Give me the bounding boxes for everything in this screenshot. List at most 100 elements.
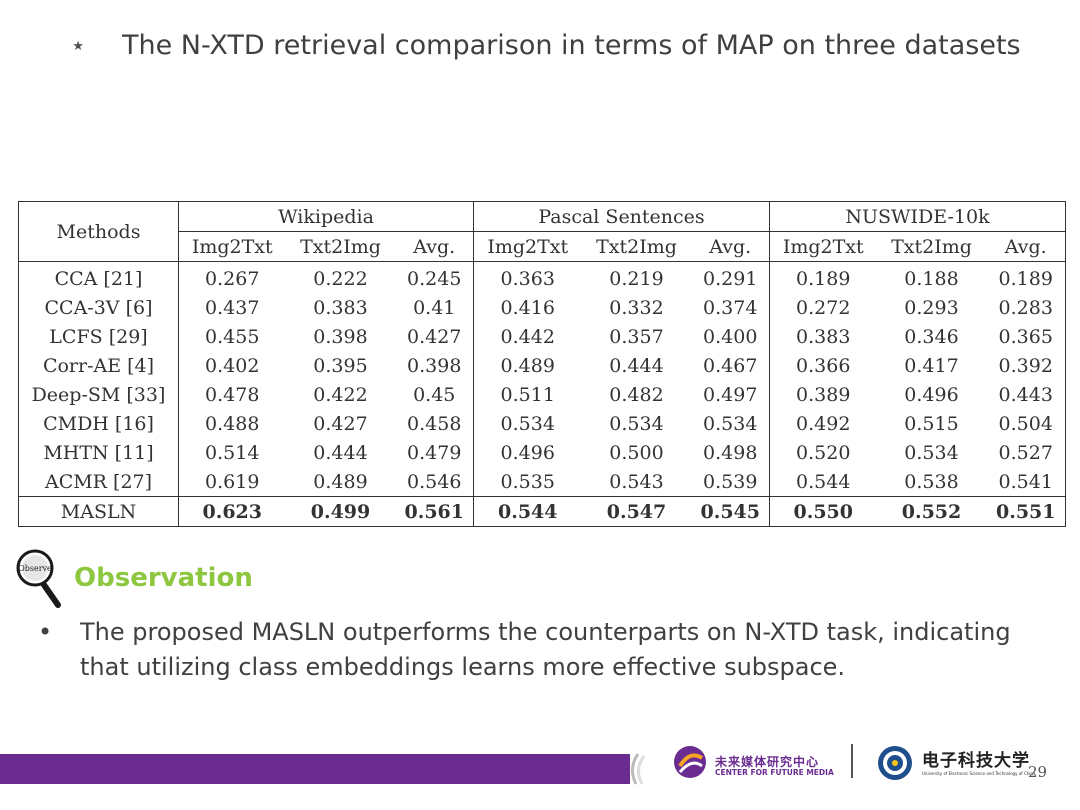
value-cell: 0.444 <box>313 441 368 464</box>
table-row: ACMR [27] 0.619 0.489 0.546 0.535 0.543 0.539 0… <box>19 467 1066 497</box>
value-cell: 0.623 <box>178 496 286 527</box>
value-cell: 0.189 <box>998 267 1053 290</box>
magnifier-icon: Observe <box>16 549 61 608</box>
value-cell: 0.188 <box>904 267 959 290</box>
value-cell: 0.527 <box>998 441 1053 464</box>
value-cell: 0.272 <box>769 293 877 322</box>
slide-title: ⋆ The N-XTD retrieval comparison in terms… <box>70 30 1060 70</box>
table-row: Deep-SM [33] 0.478 0.422 0.45 0.511 0.482 0.49… <box>19 380 1066 409</box>
method-cell: CCA [21] <box>54 267 143 290</box>
value-cell: 0.332 <box>609 296 664 319</box>
value-cell: 0.189 <box>769 261 877 293</box>
method-cell: Deep-SM [33] <box>31 383 166 406</box>
value-cell: 0.363 <box>473 261 582 293</box>
value-cell: 0.514 <box>178 438 286 467</box>
dataset-header-wikipedia: Wikipedia <box>178 201 474 232</box>
value-cell: 0.511 <box>473 380 582 409</box>
value-cell: 0.482 <box>609 383 664 406</box>
value-cell: 0.45 <box>413 383 456 406</box>
value-cell: 0.427 <box>407 325 462 348</box>
method-cell: MHTN [11] <box>43 441 154 464</box>
observation-text: The proposed MASLN outperforms the count… <box>80 618 1011 681</box>
value-cell: 0.383 <box>313 296 368 319</box>
method-cell: ACMR [27] <box>44 470 153 493</box>
value-cell: 0.291 <box>703 267 758 290</box>
value-cell: 0.442 <box>473 322 582 351</box>
footer-swoosh <box>631 753 646 785</box>
table-row: MHTN [11] 0.514 0.444 0.479 0.496 0.500 0.498 0… <box>19 438 1066 467</box>
value-cell: 0.400 <box>703 325 758 348</box>
value-cell: 0.496 <box>904 383 959 406</box>
value-cell: 0.478 <box>178 380 286 409</box>
value-cell: 0.479 <box>407 441 462 464</box>
observation-heading: Observation <box>74 563 253 593</box>
method-cell: LCFS [29] <box>49 325 148 348</box>
value-cell: 0.293 <box>904 296 959 319</box>
value-cell: 0.402 <box>178 351 286 380</box>
value-cell: 0.534 <box>703 412 758 435</box>
value-cell: 0.458 <box>407 412 462 435</box>
uestc-seal-icon <box>878 746 912 780</box>
value-cell: 0.219 <box>609 267 664 290</box>
value-cell: 0.357 <box>609 325 664 348</box>
value-cell: 0.550 <box>769 496 877 527</box>
value-cell: 0.427 <box>313 412 368 435</box>
table-row: Corr-AE [4] 0.402 0.395 0.398 0.489 0.444 0.46… <box>19 351 1066 380</box>
method-cell: MASLN <box>18 496 179 527</box>
value-cell: 0.544 <box>769 467 877 497</box>
dataset-header-nuswide: NUSWIDE-10k <box>769 201 1066 232</box>
table-row: CCA-3V [6] 0.437 0.383 0.41 0.416 0.332 0.374 0… <box>19 293 1066 322</box>
value-cell: 0.543 <box>609 470 664 493</box>
subheader-cell: Avg. <box>986 231 1066 262</box>
methods-header: Methods <box>18 201 179 262</box>
magnifier-label: Observe <box>18 564 52 573</box>
value-cell: 0.267 <box>178 261 286 293</box>
subheader-cell: Avg. <box>691 231 770 262</box>
value-cell: 0.489 <box>473 351 582 380</box>
value-cell: 0.392 <box>998 354 1053 377</box>
value-cell: 0.366 <box>769 351 877 380</box>
value-cell: 0.551 <box>986 496 1066 527</box>
value-cell: 0.416 <box>473 293 582 322</box>
value-cell: 0.546 <box>407 470 462 493</box>
dataset-header-row: Methods Wikipedia Pascal Sentences NUSWI… <box>18 201 1066 262</box>
value-cell: 0.365 <box>998 325 1053 348</box>
value-cell: 0.444 <box>609 354 664 377</box>
title-star-bullet: ⋆ <box>70 31 87 61</box>
ccfm-logo-icon <box>674 746 706 778</box>
value-cell: 0.534 <box>473 409 582 438</box>
value-cell: 0.395 <box>313 354 368 377</box>
value-cell: 0.455 <box>178 322 286 351</box>
bullet-dot: • <box>38 618 53 646</box>
subheader-cell: Img2Txt <box>178 231 286 262</box>
subheader-cell: Img2Txt <box>473 231 582 262</box>
value-cell: 0.545 <box>691 496 770 527</box>
value-cell: 0.552 <box>876 496 987 527</box>
value-cell: 0.489 <box>313 470 368 493</box>
value-cell: 0.498 <box>703 441 758 464</box>
value-cell: 0.443 <box>998 383 1053 406</box>
value-cell: 0.222 <box>313 267 368 290</box>
value-cell: 0.346 <box>904 325 959 348</box>
value-cell: 0.467 <box>703 354 758 377</box>
value-cell: 0.561 <box>395 496 474 527</box>
logo-divider <box>851 744 853 778</box>
subheader-cell: Txt2Img <box>581 231 692 262</box>
value-cell: 0.245 <box>407 267 462 290</box>
method-cell: Corr-AE [4] <box>42 354 155 377</box>
method-cell: CCA-3V [6] <box>44 296 153 319</box>
table-row: CMDH [16] 0.488 0.427 0.458 0.534 0.534 0.534 0… <box>19 409 1066 438</box>
value-cell: 0.283 <box>998 296 1053 319</box>
subheader-cell: Img2Txt <box>769 231 877 262</box>
value-cell: 0.383 <box>769 322 877 351</box>
uestc-name-en: University of Electronic Science and Tec… <box>922 771 1036 776</box>
value-cell: 0.547 <box>581 496 692 527</box>
value-cell: 0.520 <box>769 438 877 467</box>
value-cell: 0.374 <box>703 296 758 319</box>
value-cell: 0.499 <box>285 496 396 527</box>
value-cell: 0.422 <box>313 383 368 406</box>
ccfm-name-en: CENTER FOR FUTURE MEDIA <box>715 768 834 777</box>
value-cell: 0.619 <box>178 467 286 497</box>
table-row-highlight: MASLN 0.623 0.499 0.561 0.544 0.547 0.545 0.550… <box>18 496 1066 527</box>
value-cell: 0.500 <box>609 441 664 464</box>
